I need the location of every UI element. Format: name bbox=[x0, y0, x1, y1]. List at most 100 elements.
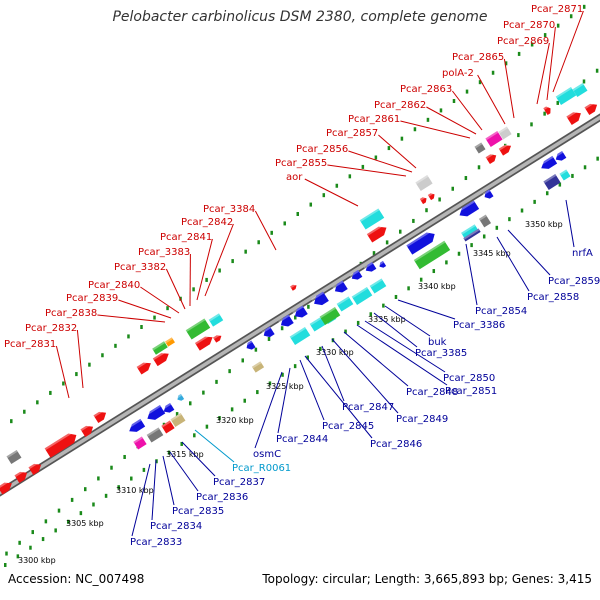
gene-shine bbox=[251, 361, 262, 369]
gene-feature bbox=[185, 318, 211, 340]
gene-feature bbox=[406, 229, 435, 255]
gene-feature bbox=[319, 306, 341, 326]
gene-label: Pcar_2831 bbox=[4, 339, 56, 350]
gene-arrow bbox=[246, 340, 256, 350]
label-leader-line bbox=[356, 324, 448, 386]
tick-mark bbox=[104, 493, 108, 498]
gene-label: Pcar_3384 bbox=[203, 204, 255, 215]
gene-arrow bbox=[294, 305, 308, 318]
tick-mark bbox=[432, 269, 436, 274]
gene-shine bbox=[185, 318, 206, 332]
label-leader-line bbox=[204, 223, 234, 297]
tick-mark bbox=[533, 199, 536, 204]
gene-shine bbox=[161, 420, 171, 428]
tick-mark bbox=[482, 234, 486, 239]
tick-mark bbox=[92, 502, 95, 507]
gene-shine bbox=[290, 283, 297, 289]
tick-mark bbox=[75, 372, 78, 377]
gene-shine bbox=[292, 305, 304, 314]
tick-mark bbox=[582, 79, 586, 84]
tick-mark bbox=[230, 407, 234, 412]
label-leader-line bbox=[299, 359, 325, 421]
gene-shine bbox=[359, 208, 380, 222]
tick-mark bbox=[356, 320, 360, 325]
gene-feature bbox=[93, 408, 107, 424]
tick-mark bbox=[189, 401, 192, 406]
gene-feature bbox=[175, 393, 185, 401]
gene-label: Pcar_3382 bbox=[114, 262, 166, 273]
gene-shine bbox=[377, 260, 385, 266]
label-leader-line bbox=[373, 312, 418, 348]
gene-feature bbox=[152, 349, 169, 367]
gene-shine bbox=[332, 280, 344, 289]
gene-arrow bbox=[584, 103, 598, 116]
gene-label: Pcar_2848 bbox=[406, 387, 458, 398]
gene-arrow bbox=[213, 335, 222, 343]
tick-mark bbox=[79, 511, 83, 516]
tick-mark bbox=[110, 465, 113, 470]
gene-shine bbox=[0, 479, 11, 489]
tick-mark bbox=[267, 336, 271, 341]
gene-arrow bbox=[44, 433, 77, 458]
gene-block bbox=[463, 228, 481, 242]
gene-shine bbox=[152, 349, 168, 361]
tick-mark bbox=[344, 329, 347, 334]
label-leader-line bbox=[55, 345, 70, 399]
gene-arrow bbox=[93, 411, 107, 424]
tick-mark bbox=[569, 14, 573, 19]
tick-mark bbox=[452, 99, 456, 103]
tick-mark bbox=[84, 487, 87, 492]
gene-shine bbox=[559, 169, 568, 176]
gene-shine bbox=[474, 142, 483, 149]
label-leader-line bbox=[97, 314, 166, 323]
tick-mark bbox=[322, 193, 326, 198]
gene-block bbox=[559, 169, 571, 181]
gene-block bbox=[146, 427, 164, 443]
gene-shine bbox=[133, 436, 143, 444]
gene-shine bbox=[194, 333, 212, 345]
tick-mark bbox=[556, 100, 559, 105]
gene-arrow bbox=[263, 326, 275, 338]
gene-feature bbox=[359, 208, 385, 230]
tick-mark bbox=[280, 326, 284, 331]
gene-shine bbox=[146, 427, 160, 437]
gene-block bbox=[359, 208, 385, 230]
gene-feature bbox=[278, 314, 294, 327]
gene-block bbox=[351, 286, 373, 306]
scale-label: 3330 kbp bbox=[316, 348, 354, 357]
gene-feature bbox=[413, 240, 451, 270]
gene-feature bbox=[427, 191, 435, 201]
tick-mark bbox=[558, 182, 562, 187]
gene-block bbox=[478, 214, 492, 228]
gene-arrow bbox=[28, 463, 42, 476]
label-leader-line bbox=[331, 338, 399, 414]
gene-feature bbox=[292, 305, 308, 318]
gene-shine bbox=[175, 393, 183, 399]
scale-label: 3320 kbp bbox=[216, 416, 254, 425]
gene-label: Pcar_2833 bbox=[130, 537, 182, 548]
gene-label: Pcar_2845 bbox=[322, 421, 374, 432]
gene-label: Pcar_2871 bbox=[531, 4, 583, 15]
tick-mark bbox=[293, 364, 297, 369]
gene-arrow bbox=[351, 269, 363, 280]
gene-block bbox=[152, 341, 168, 355]
gene-block bbox=[555, 86, 577, 106]
label-leader-line bbox=[118, 299, 172, 319]
tick-mark bbox=[530, 42, 534, 47]
tick-mark bbox=[296, 212, 299, 216]
label-leader-line bbox=[131, 463, 151, 537]
label-leader-line bbox=[426, 106, 477, 135]
gene-feature bbox=[136, 359, 151, 375]
tick-mark bbox=[400, 136, 404, 141]
gene-feature bbox=[146, 427, 164, 443]
tick-mark bbox=[142, 467, 146, 472]
gene-feature bbox=[80, 422, 94, 438]
gene-label: Pcar_2832 bbox=[25, 323, 77, 334]
gene-feature bbox=[289, 326, 311, 346]
tick-mark bbox=[348, 174, 352, 179]
gene-block bbox=[208, 313, 224, 327]
gene-feature bbox=[559, 169, 571, 181]
gene-label: Pcar_3385 bbox=[415, 348, 467, 359]
label-leader-line bbox=[348, 150, 413, 173]
